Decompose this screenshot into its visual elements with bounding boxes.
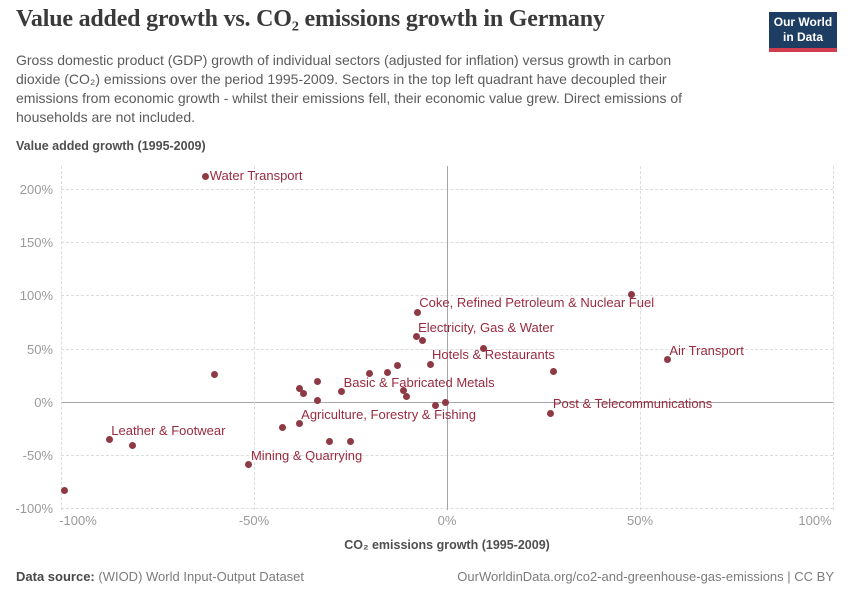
data-point[interactable]: [279, 424, 287, 432]
data-point[interactable]: [403, 392, 411, 400]
data-point[interactable]: [442, 398, 450, 406]
data-point-basic-fabricated-metals[interactable]: [338, 388, 346, 396]
x-axis-title: CO₂ emissions growth (1995-2009): [344, 538, 550, 552]
data-point-water-transport[interactable]: [202, 172, 210, 180]
x-tick-label: 0%: [437, 513, 457, 528]
data-point[interactable]: [346, 437, 354, 445]
data-point[interactable]: [210, 371, 218, 379]
attribution-link[interactable]: OurWorldinData.org/co2-and-greenhouse-ga…: [457, 569, 834, 584]
y-tick-label: 200%: [19, 181, 53, 197]
y-tick-label: -50%: [22, 448, 53, 464]
data-point-mining-quarrying[interactable]: [245, 461, 253, 469]
owid-logo-line1: Our World: [773, 15, 833, 29]
data-source-note: Data source: (WIOD) World Input-Output D…: [16, 569, 304, 584]
data-point[interactable]: [365, 369, 373, 377]
data-point-hotels-restaurants[interactable]: [426, 360, 434, 368]
data-point-electricity-gas-water[interactable]: [412, 333, 420, 341]
data-source-label: Data source:: [16, 569, 95, 584]
x-tick-label: 100%: [798, 513, 832, 528]
data-point[interactable]: [628, 291, 635, 299]
data-point[interactable]: [299, 389, 307, 397]
data-point[interactable]: [325, 438, 333, 446]
point-label: Water Transport: [209, 168, 303, 184]
gridline-vertical: [833, 166, 834, 510]
data-point[interactable]: [399, 387, 407, 395]
data-point[interactable]: [550, 367, 558, 375]
data-point[interactable]: [419, 337, 427, 345]
point-label: Air Transport: [669, 342, 744, 358]
point-label: Electricity, Gas & Water: [418, 319, 554, 335]
data-point[interactable]: [313, 397, 321, 405]
data-point[interactable]: [314, 377, 322, 385]
point-label: Coke, Refined Petroleum & Nuclear Fuel: [419, 295, 655, 311]
y-tick-label: 150%: [19, 235, 53, 251]
page-title: Value added growth vs. CO₂ emissions gro…: [16, 6, 605, 32]
owid-logo-line2: in Data: [782, 30, 823, 44]
data-source-text: (WIOD) World Input-Output Dataset: [94, 569, 305, 584]
gridline-vertical: [254, 166, 255, 510]
point-label: Hotels & Restaurants: [432, 347, 555, 363]
data-point-leather-footwear[interactable]: [105, 436, 113, 444]
owid-logo[interactable]: Our World in Data: [769, 12, 837, 52]
point-label: Leather & Footwear: [111, 422, 226, 438]
y-tick-label: 50%: [26, 341, 53, 357]
point-label: Post & Telecommunications: [552, 396, 713, 412]
gridline-vertical: [640, 166, 641, 510]
data-point[interactable]: [129, 442, 137, 450]
gridline-vertical: [61, 166, 62, 510]
point-label: Agriculture, Forestry & Fishing: [301, 406, 476, 422]
point-label: Mining & Quarrying: [250, 447, 363, 463]
data-point-post-telecommunications[interactable]: [547, 409, 555, 417]
y-tick-label: 100%: [19, 288, 53, 304]
point-label: Basic & Fabricated Metals: [343, 374, 495, 390]
y-tick-label: -100%: [15, 501, 53, 517]
zero-line-vertical: [447, 166, 448, 510]
data-point-coke-refined-petroleum-nuclear-fuel[interactable]: [413, 308, 421, 316]
data-point[interactable]: [61, 486, 69, 494]
data-point[interactable]: [431, 402, 439, 410]
data-point-agriculture-forestry-fishing[interactable]: [295, 420, 303, 428]
data-point-air-transport[interactable]: [663, 356, 671, 364]
data-point[interactable]: [296, 385, 304, 393]
y-axis-title: Value added growth (1995-2009): [16, 139, 206, 153]
data-point[interactable]: [393, 362, 401, 370]
x-tick-label: -100%: [59, 513, 97, 528]
chart-subtitle: Gross domestic product (GDP) growth of i…: [16, 52, 683, 125]
data-point[interactable]: [384, 368, 392, 376]
x-tick-label: 50%: [626, 513, 654, 528]
x-tick-label: -50%: [238, 513, 270, 528]
y-tick-label: 0%: [34, 394, 53, 410]
data-point[interactable]: [479, 345, 487, 353]
